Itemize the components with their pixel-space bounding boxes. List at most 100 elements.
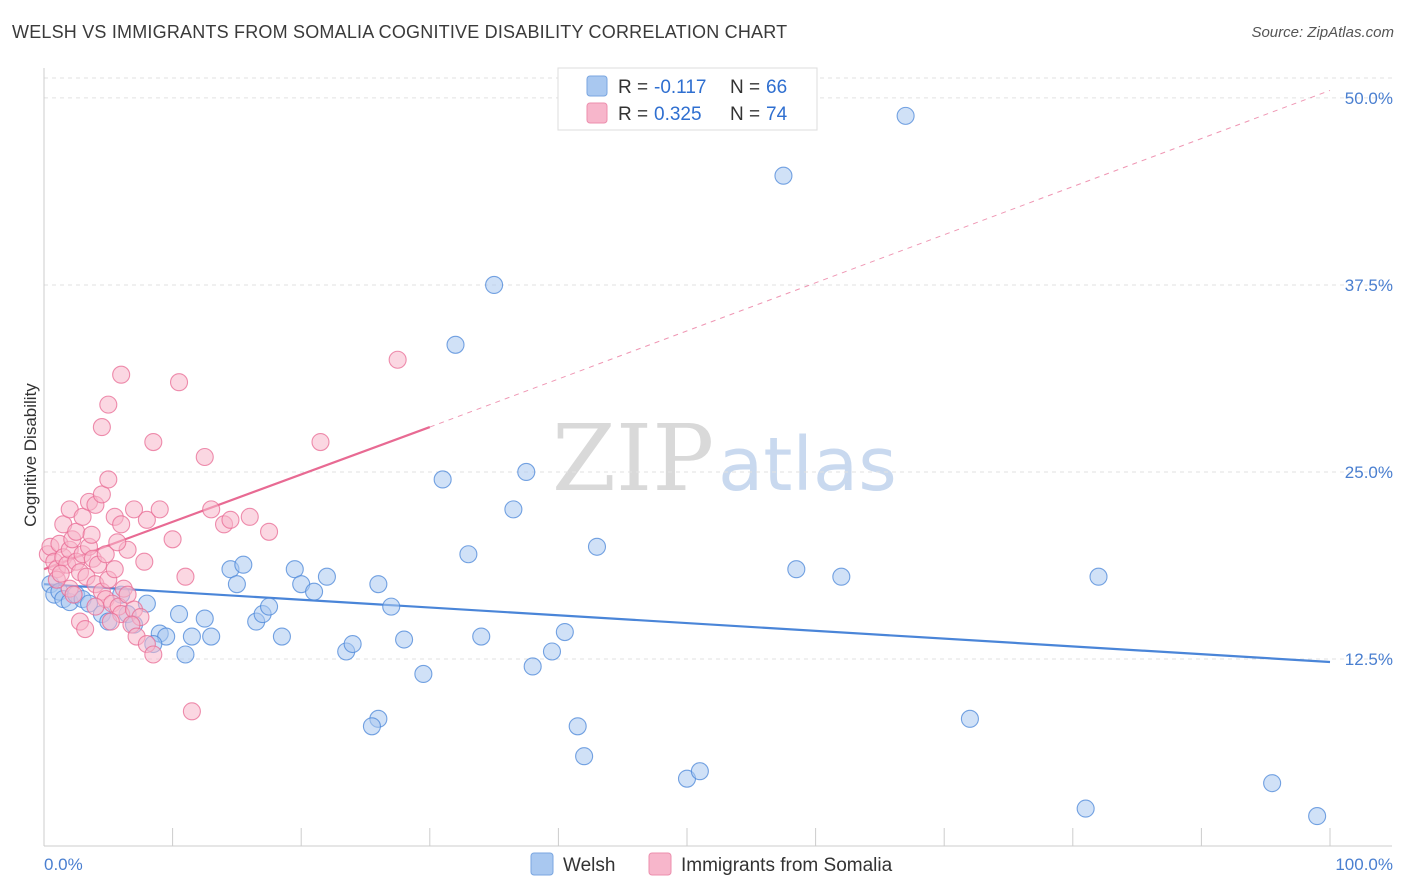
somalia-point (64, 585, 83, 604)
somalia-point (124, 500, 144, 519)
somalia-point (76, 620, 95, 639)
bottom-legend-label-somalia: Immigrants from Somalia (681, 855, 893, 876)
axes (43, 68, 1392, 847)
somalia-point (96, 545, 115, 564)
welsh-point (169, 605, 189, 624)
welsh-point (1089, 567, 1108, 586)
welsh-point (234, 555, 253, 574)
somalia-point (112, 365, 131, 384)
somalia-point (150, 500, 169, 519)
welsh-point (896, 106, 915, 125)
somalia-point (108, 533, 127, 552)
source-credit: Source: ZipAtlas.com (1251, 24, 1394, 41)
somalia-point (202, 500, 221, 519)
x-tick-label: 100.0% (1335, 855, 1393, 874)
tick-labels: 12.5% 25.0% 37.5% 50.0% 0.0% 100.0% (44, 89, 1393, 874)
y-tick-label: 12.5% (1345, 650, 1393, 669)
welsh-point (362, 717, 381, 736)
welsh-point (395, 630, 414, 649)
legend-r-label-0: R = (618, 77, 648, 98)
welsh-point (774, 166, 793, 185)
welsh-point (382, 597, 401, 616)
bottom-legend-swatch-somalia (648, 852, 672, 876)
welsh-point (459, 545, 478, 564)
welsh-point (555, 622, 574, 642)
welsh-point (272, 627, 291, 646)
bottom-legend: Welsh Immigrants from Somalia (530, 852, 893, 876)
somalia-point (82, 525, 101, 544)
somalia-point (240, 507, 259, 526)
somalia-point (259, 522, 279, 541)
welsh-point (285, 560, 304, 579)
welsh-point (1263, 774, 1282, 793)
somalia-point (311, 432, 330, 452)
welsh-point (485, 275, 504, 294)
somalia-trend-line-extension (429, 89, 1331, 428)
legend-n-value-0: 66 (766, 77, 787, 98)
somalia-point (169, 373, 189, 392)
somalia-point (51, 564, 70, 583)
somalia-point (221, 510, 240, 529)
welsh-point (832, 567, 851, 586)
somalia-point (73, 507, 92, 526)
welsh-point (504, 500, 523, 519)
somalia-point (101, 612, 120, 631)
y-tick-label: 50.0% (1345, 89, 1393, 108)
welsh-point (369, 575, 388, 594)
somalia-trend-line (43, 426, 431, 571)
legend-n-label-0: N = (730, 77, 760, 98)
welsh-point (227, 575, 246, 594)
welsh-point (587, 537, 607, 556)
legend-n-label-1: N = (730, 104, 760, 125)
somalia-point (86, 597, 105, 616)
welsh-point (182, 627, 201, 646)
welsh-point (523, 657, 542, 676)
somalia-point (176, 567, 195, 586)
y-tick-label: 25.0% (1345, 463, 1393, 482)
somalia-point (99, 395, 118, 414)
somalia-point (99, 470, 118, 489)
somalia-point (92, 485, 111, 504)
welsh-point (568, 717, 587, 736)
y-axis-label: Cognitive Disability (21, 383, 40, 527)
welsh-point (472, 627, 491, 646)
welsh-point (259, 597, 279, 616)
somalia-point (92, 418, 111, 437)
somalia-point (144, 432, 163, 452)
legend-r-label-1: R = (618, 104, 648, 125)
somalia-point (105, 560, 124, 579)
somalia-point (118, 585, 137, 604)
welsh-point (343, 634, 362, 654)
somalia-point (137, 510, 156, 529)
welsh-point (195, 609, 214, 628)
welsh-point (960, 709, 979, 728)
welsh-point (690, 762, 709, 781)
welsh-point (317, 567, 336, 586)
welsh-point (1308, 807, 1327, 826)
welsh-point (202, 627, 221, 646)
bottom-legend-label-welsh: Welsh (563, 855, 615, 876)
chart-title: WELSH VS IMMIGRANTS FROM SOMALIA COGNITI… (12, 22, 788, 42)
somalia-point (195, 447, 214, 467)
somalia-point (112, 515, 131, 534)
somalia-point (182, 702, 201, 721)
welsh-point (414, 664, 433, 683)
legend-r-value-1: 0.325 (654, 104, 702, 125)
somalia-point (135, 552, 154, 571)
somalia-point (163, 530, 182, 549)
top-legend: R = -0.117 N = 66 R = 0.325 N = 74 (557, 67, 818, 131)
welsh-point (542, 642, 562, 661)
x-tick-label: 0.0% (44, 855, 83, 874)
welsh-point (575, 747, 594, 766)
somalia-point (388, 350, 407, 369)
legend-n-value-1: 74 (766, 104, 788, 125)
watermark-atlas: atlas (718, 422, 897, 508)
welsh-point (433, 470, 452, 489)
welsh-point (446, 335, 465, 354)
welsh-point (787, 560, 806, 579)
legend-swatch-somalia (586, 102, 608, 124)
welsh-point (176, 645, 195, 664)
somalia-point (144, 645, 163, 664)
welsh-point (305, 582, 324, 601)
